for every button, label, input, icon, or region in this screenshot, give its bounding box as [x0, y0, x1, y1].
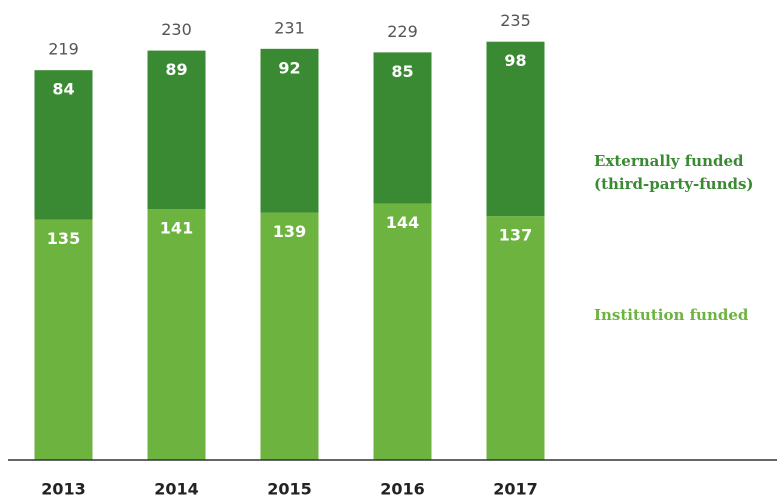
value-label: 98 — [504, 51, 526, 70]
bar-segment — [486, 41, 545, 217]
x-tick-label: 2015 — [267, 480, 312, 499]
bar-segment — [486, 216, 545, 460]
total-label: 231 — [274, 18, 305, 37]
x-tick-label: 2016 — [380, 480, 425, 499]
value-label: 89 — [165, 60, 187, 79]
total-label: 235 — [500, 11, 531, 30]
bar-segment — [147, 209, 206, 460]
total-label: 230 — [161, 20, 192, 39]
x-tick-label: 2013 — [41, 480, 86, 499]
bar-segment — [147, 50, 206, 210]
value-label: 137 — [499, 226, 532, 245]
x-tick-label: 2017 — [493, 480, 538, 499]
bar-segment — [260, 212, 319, 460]
total-label: 219 — [48, 40, 79, 59]
bar-segment — [34, 219, 93, 460]
bar-segment — [260, 48, 319, 213]
value-label: 135 — [47, 229, 80, 248]
value-label: 84 — [52, 80, 74, 99]
bar-segment — [373, 203, 432, 460]
value-label: 139 — [273, 222, 306, 241]
bar-segment — [373, 52, 432, 204]
x-tick-label: 2014 — [154, 480, 199, 499]
value-label: 92 — [278, 58, 300, 77]
value-label: 85 — [391, 62, 413, 81]
legend-entry: Externally funded (third-party-funds) — [594, 152, 754, 193]
bar-segment — [34, 70, 93, 220]
value-label: 144 — [386, 213, 419, 232]
legend-entry: Institution funded — [594, 306, 749, 324]
value-label: 141 — [160, 219, 193, 238]
total-label: 229 — [387, 22, 418, 41]
